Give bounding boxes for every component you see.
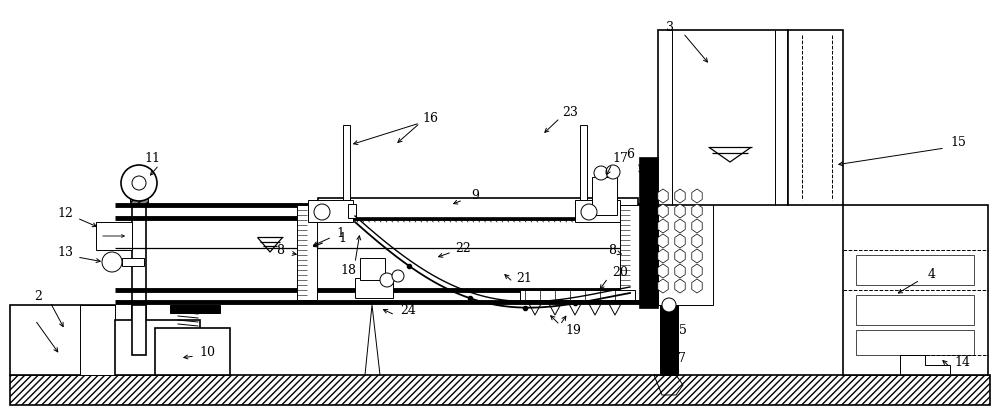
Text: 4: 4 bbox=[928, 269, 936, 281]
Text: 11: 11 bbox=[144, 152, 160, 164]
Text: 21: 21 bbox=[516, 272, 532, 285]
Circle shape bbox=[121, 165, 157, 201]
Bar bbox=[658, 30, 788, 205]
Bar bbox=[620, 205, 640, 300]
Circle shape bbox=[662, 298, 676, 312]
Polygon shape bbox=[692, 279, 702, 293]
Polygon shape bbox=[692, 234, 702, 248]
Circle shape bbox=[392, 270, 404, 282]
Text: 1: 1 bbox=[338, 232, 346, 244]
Text: 15: 15 bbox=[950, 136, 966, 148]
Bar bbox=[96, 222, 132, 250]
Circle shape bbox=[581, 204, 597, 220]
Bar bbox=[575, 200, 620, 222]
Text: 6: 6 bbox=[626, 148, 634, 162]
Polygon shape bbox=[692, 204, 702, 218]
Polygon shape bbox=[692, 249, 702, 263]
Polygon shape bbox=[568, 302, 582, 315]
Bar bbox=[856, 330, 974, 355]
Bar bbox=[662, 355, 676, 375]
Text: 18: 18 bbox=[340, 264, 356, 276]
Circle shape bbox=[380, 273, 394, 287]
Polygon shape bbox=[658, 264, 668, 278]
Text: 10: 10 bbox=[199, 346, 215, 358]
Bar bbox=[10, 305, 115, 375]
Text: 23: 23 bbox=[562, 105, 578, 119]
Polygon shape bbox=[675, 189, 685, 203]
Text: 16: 16 bbox=[422, 112, 438, 124]
Text: 3: 3 bbox=[666, 21, 674, 33]
Bar bbox=[355, 278, 393, 298]
Bar bbox=[592, 177, 617, 215]
Polygon shape bbox=[692, 219, 702, 233]
Text: 5: 5 bbox=[679, 323, 687, 337]
Bar bbox=[130, 197, 148, 204]
Text: 7: 7 bbox=[678, 351, 686, 365]
Circle shape bbox=[594, 166, 608, 180]
Text: 17: 17 bbox=[612, 152, 628, 164]
Bar bbox=[308, 200, 353, 222]
Polygon shape bbox=[692, 264, 702, 278]
Bar bbox=[360, 258, 385, 280]
Bar bbox=[788, 30, 843, 205]
Text: 12: 12 bbox=[57, 206, 73, 220]
Text: 20: 20 bbox=[612, 265, 628, 279]
Polygon shape bbox=[658, 234, 668, 248]
Bar bbox=[343, 125, 350, 200]
Circle shape bbox=[132, 176, 146, 190]
Bar bbox=[80, 305, 115, 375]
Bar bbox=[658, 190, 713, 305]
Polygon shape bbox=[675, 279, 685, 293]
Circle shape bbox=[314, 204, 330, 220]
Polygon shape bbox=[658, 249, 668, 263]
Bar bbox=[122, 258, 144, 266]
Polygon shape bbox=[658, 204, 668, 218]
Polygon shape bbox=[675, 219, 685, 233]
Text: 22: 22 bbox=[455, 241, 471, 255]
Text: 1: 1 bbox=[336, 227, 344, 239]
Bar bbox=[856, 255, 974, 285]
Text: 8: 8 bbox=[608, 243, 616, 257]
Text: 8: 8 bbox=[276, 243, 284, 257]
Bar bbox=[318, 198, 638, 218]
Bar bbox=[132, 305, 146, 355]
Polygon shape bbox=[588, 302, 602, 315]
Polygon shape bbox=[658, 189, 668, 203]
Bar bbox=[580, 125, 587, 200]
Polygon shape bbox=[608, 302, 622, 315]
Bar bbox=[297, 205, 317, 300]
Bar bbox=[640, 158, 658, 308]
Text: 19: 19 bbox=[565, 323, 581, 337]
Polygon shape bbox=[658, 279, 668, 293]
Polygon shape bbox=[675, 249, 685, 263]
Polygon shape bbox=[658, 219, 668, 233]
Text: 24: 24 bbox=[400, 304, 416, 316]
Polygon shape bbox=[692, 189, 702, 203]
Bar bbox=[843, 205, 988, 375]
Text: 2: 2 bbox=[34, 290, 42, 304]
Polygon shape bbox=[675, 204, 685, 218]
Text: 14: 14 bbox=[954, 356, 970, 368]
Bar bbox=[660, 305, 678, 375]
Polygon shape bbox=[548, 302, 562, 315]
Bar bbox=[10, 375, 990, 405]
Bar bbox=[660, 305, 678, 375]
Polygon shape bbox=[675, 234, 685, 248]
Bar bbox=[155, 328, 230, 375]
Circle shape bbox=[606, 165, 620, 179]
Bar bbox=[856, 295, 974, 325]
Polygon shape bbox=[675, 264, 685, 278]
Text: 9: 9 bbox=[471, 189, 479, 201]
Text: 13: 13 bbox=[57, 246, 73, 258]
Polygon shape bbox=[528, 302, 542, 315]
Bar bbox=[348, 204, 356, 218]
Bar bbox=[170, 305, 220, 313]
Circle shape bbox=[102, 252, 122, 272]
Bar bbox=[520, 290, 635, 300]
Bar bbox=[115, 320, 200, 375]
Bar bbox=[132, 185, 146, 320]
